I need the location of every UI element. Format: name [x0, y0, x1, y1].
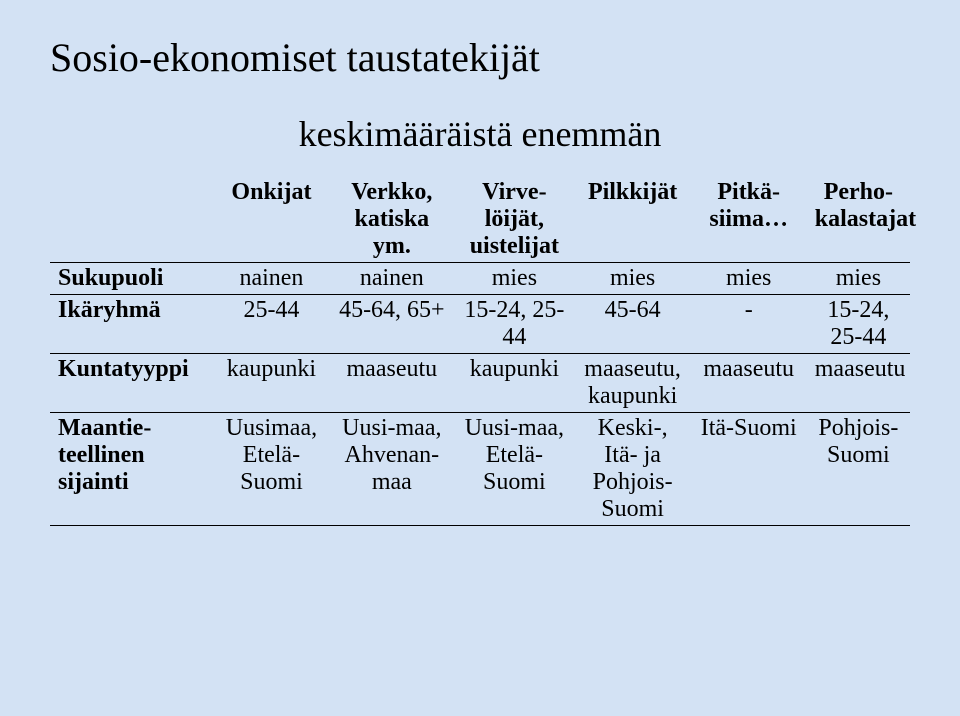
table-cell: Uusi-maa, Etelä-Suomi: [454, 413, 574, 526]
table-cell: mies: [691, 263, 807, 295]
table-header-cell: Virve-löijät, uistelijat: [454, 177, 574, 263]
table-cell: Uusimaa, Etelä-Suomi: [213, 413, 329, 526]
table-cell: Uusi-maa, Ahvenan-maa: [329, 413, 454, 526]
table-header-cell: Pilkkijät: [575, 177, 691, 263]
table-cell: Pohjois-Suomi: [807, 413, 910, 526]
slide-title: Sosio-ekonomiset taustatekijät: [50, 34, 910, 81]
table-cell: kaupunki: [454, 354, 574, 413]
table-cell: 25-44: [213, 295, 329, 354]
subtitle-wrap: keskimääräistä enemmän: [50, 113, 910, 155]
table-rowlabel: Sukupuoli: [50, 263, 213, 295]
table-cell: 45-64: [575, 295, 691, 354]
table-row: Kuntatyyppi kaupunki maaseutu kaupunki m…: [50, 354, 910, 413]
table-cell: kaupunki: [213, 354, 329, 413]
table-header-cell: Perho-kalastajat: [807, 177, 910, 263]
table-header-cell: Pitkä-siima…: [691, 177, 807, 263]
table-rowlabel: Kuntatyyppi: [50, 354, 213, 413]
table-row: Sukupuoli nainen nainen mies mies mies m…: [50, 263, 910, 295]
table-row: Ikäryhmä 25-44 45-64, 65+ 15-24, 25-44 4…: [50, 295, 910, 354]
table-cell: Itä-Suomi: [691, 413, 807, 526]
table-cell: mies: [454, 263, 574, 295]
table-cell: nainen: [213, 263, 329, 295]
table-cell: maaseutu: [691, 354, 807, 413]
table-cell: maaseutu: [807, 354, 910, 413]
table-cell: Keski-, Itä- ja Pohjois-Suomi: [575, 413, 691, 526]
table-rowlabel: Maantie-teellinen sijainti: [50, 413, 213, 526]
table-header-row: Onkijat Verkko, katiska ym. Virve-löijät…: [50, 177, 910, 263]
table-header-cell: Onkijat: [213, 177, 329, 263]
table-header-cell: Verkko, katiska ym.: [329, 177, 454, 263]
table-cell: 15-24, 25-44: [807, 295, 910, 354]
table-cell: maaseutu: [329, 354, 454, 413]
table-cell: mies: [575, 263, 691, 295]
table-cell: 15-24, 25-44: [454, 295, 574, 354]
table-cell: mies: [807, 263, 910, 295]
table-cell: -: [691, 295, 807, 354]
table-cell: maaseutu, kaupunki: [575, 354, 691, 413]
data-table: Onkijat Verkko, katiska ym. Virve-löijät…: [50, 177, 910, 526]
table-rowlabel: Ikäryhmä: [50, 295, 213, 354]
table-cell: nainen: [329, 263, 454, 295]
table-row: Maantie-teellinen sijainti Uusimaa, Etel…: [50, 413, 910, 526]
table-header-cell: [50, 177, 213, 263]
slide-subtitle: keskimääräistä enemmän: [299, 114, 662, 154]
slide: Sosio-ekonomiset taustatekijät keskimäär…: [0, 0, 960, 716]
table-cell: 45-64, 65+: [329, 295, 454, 354]
